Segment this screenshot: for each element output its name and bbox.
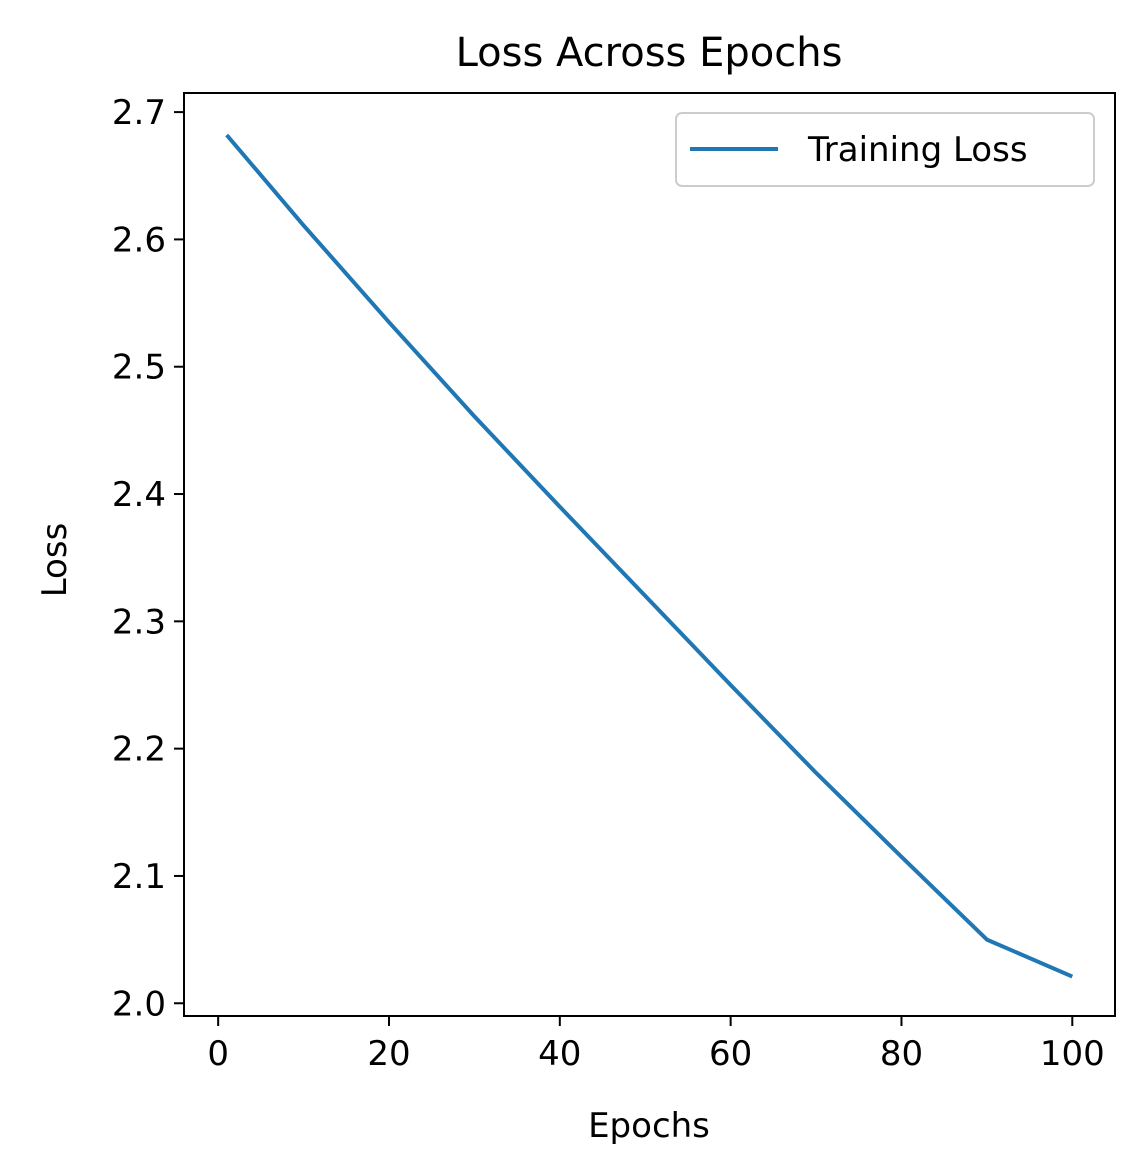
plot-frame bbox=[183, 92, 1116, 1017]
legend-frame bbox=[675, 112, 1095, 187]
x-tick-label: 0 bbox=[207, 1034, 229, 1074]
y-tick-label: 2.5 bbox=[112, 348, 166, 388]
series-layer bbox=[225, 133, 1074, 979]
y-tick-label: 2.1 bbox=[112, 857, 166, 897]
x-tick-label: 100 bbox=[1040, 1034, 1105, 1074]
x-axis-label: Epochs bbox=[588, 1106, 710, 1146]
x-axis-ticks: 0 20 40 60 80 100 bbox=[207, 1016, 1105, 1074]
x-tick-label: 20 bbox=[367, 1034, 410, 1074]
legend: Training Loss bbox=[675, 112, 1095, 187]
y-tick-label: 2.7 bbox=[112, 93, 166, 133]
y-tick-label: 2.0 bbox=[112, 984, 166, 1024]
x-tick-label: 40 bbox=[538, 1034, 581, 1074]
y-axis-label: Loss bbox=[35, 523, 75, 598]
x-tick-label: 60 bbox=[709, 1034, 752, 1074]
y-axis-ticks: 2.0 2.1 2.2 2.3 2.4 2.5 2.6 2.7 bbox=[112, 93, 184, 1024]
y-tick-label: 2.2 bbox=[112, 730, 166, 770]
x-tick-label: 80 bbox=[880, 1034, 923, 1074]
y-tick-label: 2.6 bbox=[112, 220, 166, 260]
legend-label-training-loss: Training Loss bbox=[807, 130, 1028, 170]
y-tick-label: 2.4 bbox=[112, 475, 166, 515]
chart-title: Loss Across Epochs bbox=[456, 30, 843, 76]
y-tick-label: 2.3 bbox=[112, 602, 166, 642]
series-line-training-loss bbox=[225, 133, 1074, 979]
